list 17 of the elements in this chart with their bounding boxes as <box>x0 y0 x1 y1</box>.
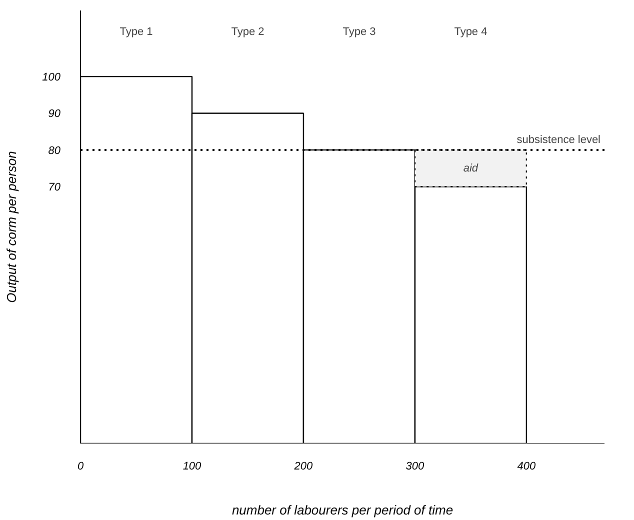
x-tick-label: 400 <box>517 460 537 472</box>
y-axis-title: Output of corm per person <box>4 151 20 303</box>
y-tick-label: 80 <box>48 144 62 157</box>
annotation: Type 1 <box>120 26 153 38</box>
x-tick-label: 100 <box>182 460 202 472</box>
annotation: Type 2 <box>231 26 264 38</box>
annotation: Type 3 <box>342 26 376 38</box>
x-tick-label: 200 <box>293 460 314 472</box>
y-tick-label: 70 <box>48 182 62 194</box>
y-tick-label: 90 <box>48 108 62 120</box>
ref-line-label: subsistence level <box>516 134 601 146</box>
annotation: Type 4 <box>454 26 488 38</box>
x-axis-title: number of labourers per period of time <box>232 502 454 518</box>
y-tick-label: 100 <box>42 72 62 84</box>
x-tick-label: 0 <box>77 460 84 472</box>
annotation: aid <box>463 162 479 174</box>
x-tick-label: 300 <box>406 460 426 472</box>
